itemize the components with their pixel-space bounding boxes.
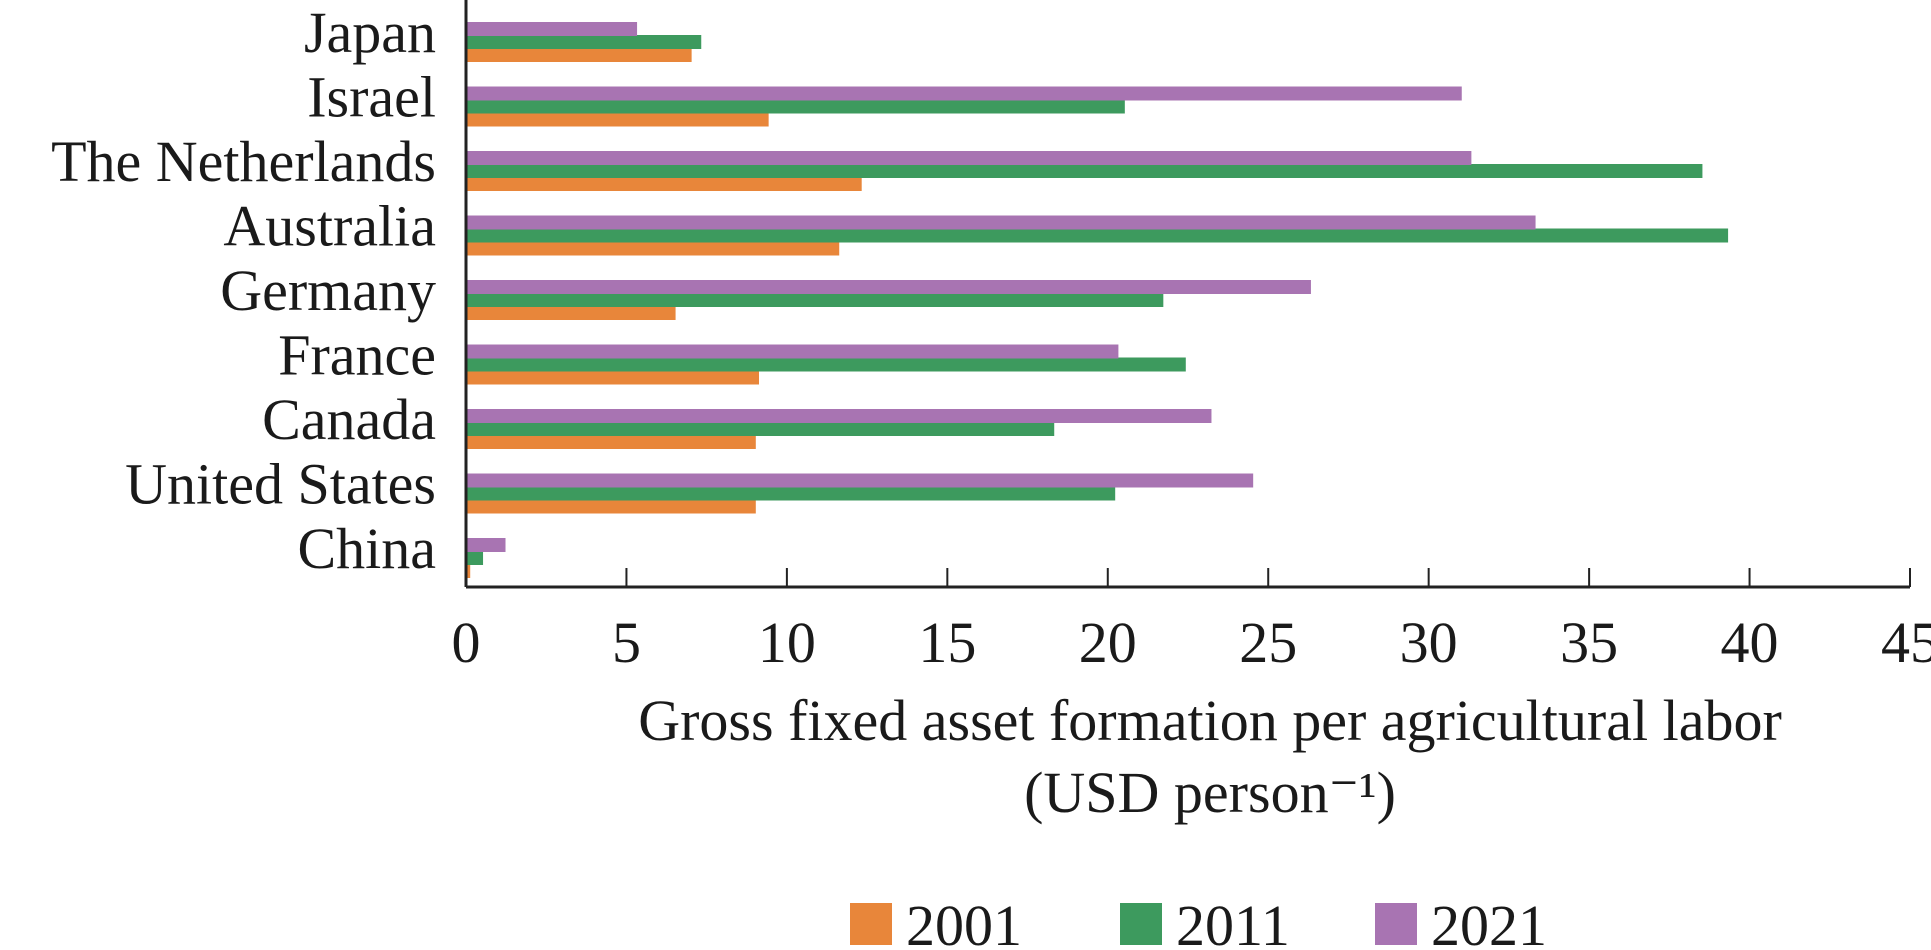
bar-2021-france [467, 344, 1119, 359]
bar-2021-australia [467, 215, 1536, 230]
category-label: Australia [223, 194, 436, 259]
x-tick-label: 45 [1881, 610, 1931, 675]
legend-label-2011: 2011 [1176, 893, 1290, 950]
x-tick-label: 25 [1239, 610, 1297, 675]
bar-2011-the-netherlands [467, 164, 1703, 178]
bar-2001-canada [467, 435, 756, 449]
bar-2001-israel [467, 112, 769, 127]
bar-2011-israel [467, 99, 1125, 114]
x-tick-label: 15 [918, 610, 976, 675]
category-label: China [297, 516, 436, 581]
category-label: Israel [307, 65, 436, 130]
x-tick-label: 30 [1400, 610, 1458, 675]
x-axis-title: Gross fixed asset formation per agricult… [638, 688, 1782, 753]
bar-2001-united-states [467, 499, 756, 514]
x-ticks: 0 5 10 15 20 25 30 35 40 45 [452, 568, 1931, 675]
bar-2001-germany [467, 306, 676, 320]
bar-2001-australia [467, 241, 840, 256]
legend-label-2001: 2001 [906, 893, 1022, 950]
bar-2001-france [467, 370, 760, 385]
axes-group [464, 0, 1910, 589]
bar-2021-japan [467, 22, 638, 36]
bar-2011-germany [467, 293, 1164, 307]
x-tick-label: 35 [1560, 610, 1618, 675]
bar-2011-france [467, 357, 1186, 372]
x-axis-unit: (USD person⁻¹) [1024, 760, 1396, 825]
bar-2021-the-netherlands [467, 151, 1472, 165]
bar-2011-china [467, 551, 484, 565]
category-label: France [278, 323, 436, 388]
bar-2011-australia [467, 228, 1729, 243]
category-label: The Netherlands [51, 129, 436, 194]
category-label: Japan [304, 0, 436, 65]
x-tick-label: 5 [612, 610, 641, 675]
legend: 2001 2011 2021 [850, 893, 1547, 950]
legend-swatch-2001 [850, 903, 892, 945]
legend-swatch-2011 [1120, 903, 1162, 945]
bar-2011-canada [467, 422, 1055, 436]
category-label: Germany [220, 258, 436, 323]
legend-swatch-2021 [1375, 903, 1417, 945]
bar-2011-japan [467, 35, 702, 49]
bar-2001-the-netherlands [467, 177, 862, 191]
x-tick-label: 20 [1079, 610, 1137, 675]
bar-2021-canada [467, 409, 1212, 423]
bar-2021-israel [467, 86, 1462, 101]
category-label: United States [125, 452, 436, 517]
bar-2021-china [467, 538, 506, 552]
x-tick-label: 40 [1721, 610, 1779, 675]
bar-2011-united-states [467, 486, 1116, 501]
bar-2021-united-states [467, 473, 1254, 488]
legend-label-2021: 2021 [1431, 893, 1547, 950]
x-tick-label: 0 [452, 610, 481, 675]
category-label: Canada [262, 387, 436, 452]
bar-2001-japan [467, 48, 692, 62]
bar-2001-china [467, 564, 471, 578]
bar-2021-germany [467, 280, 1311, 294]
x-tick-label: 10 [758, 610, 816, 675]
bars-group [467, 22, 1729, 578]
